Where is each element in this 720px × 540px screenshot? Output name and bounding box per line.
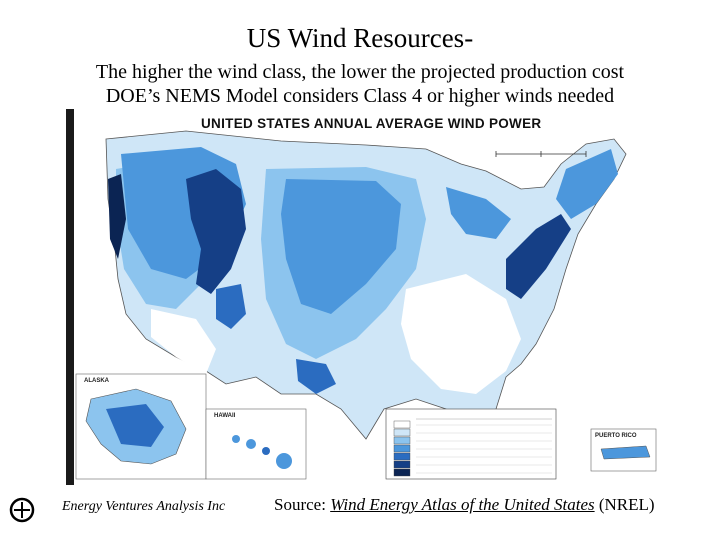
region-class-4-great-lakes [446,187,511,239]
wind-map-graphic [66,109,663,485]
alaska-label: ALASKA [84,378,109,384]
slide-subtitle-nems: DOE’s NEMS Model considers Class 4 or hi… [105,85,615,107]
legend-swatch-class-7 [393,468,411,477]
region-class-1-southwest [151,309,216,374]
source-title-link[interactable]: Wind Energy Atlas of the United States [330,495,595,514]
region-class-5-texas [296,359,336,394]
region-class-6-coast [108,174,126,259]
region-class-6-rockies [186,169,246,294]
map-title: UNITED STATES ANNUAL AVERAGE WIND POWER [201,116,542,131]
legend-swatch-class-1 [393,420,411,429]
slide-title: US Wind Resources- [246,23,474,53]
company-logo-icon [9,497,35,523]
footer-source: Source: Wind Energy Atlas of the United … [274,495,655,515]
source-prefix: Source: [274,495,331,514]
legend-swatch-class-5 [393,452,411,461]
region-class-5-wyoming [216,284,246,329]
region-class-1-southeast [401,274,521,394]
puerto-rico-label: PUERTO RICO [595,433,637,439]
hawaii-label: HAWAII [214,413,236,419]
wind-power-map: UNITED STATES ANNUAL AVERAGE WIND POWER … [66,109,663,485]
region-class-4-northeast [556,149,618,219]
source-suffix: (NREL) [594,495,655,514]
puerto-rico-landmass [600,445,651,460]
footer-organization: Energy Ventures Analysis Inc [62,499,226,514]
legend-swatch-class-4 [393,444,411,453]
region-class-6-appalachian [506,214,571,299]
legend-swatch-class-3 [393,436,411,445]
map-legend [385,408,557,480]
slide-subtitle-cost: The higher the wind class, the lower the… [95,61,625,83]
region-class-4-great-plains [281,179,401,314]
legend-swatch-class-2 [393,428,411,437]
legend-swatch-class-6 [393,460,411,469]
